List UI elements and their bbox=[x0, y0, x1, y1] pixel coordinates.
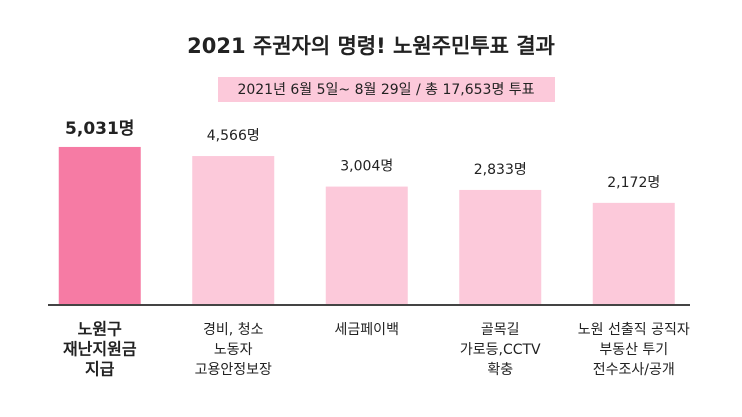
x-tick-label: 노동자 bbox=[214, 342, 253, 358]
bar bbox=[325, 186, 408, 304]
bar bbox=[459, 189, 542, 304]
bar bbox=[192, 156, 275, 304]
value-label: 5,031명 bbox=[65, 119, 134, 139]
value-label: 2,833명 bbox=[474, 162, 527, 178]
x-tick-label: 부동산 투기 bbox=[599, 342, 668, 358]
bar bbox=[592, 202, 675, 304]
subtitle-box bbox=[218, 77, 555, 102]
x-tick-label: 골목길 bbox=[481, 322, 520, 338]
value-label: 4,566명 bbox=[207, 128, 260, 144]
bar bbox=[58, 146, 141, 304]
x-tick-label: 확충 bbox=[487, 362, 513, 378]
x-tick-label: 지급 bbox=[85, 360, 115, 379]
x-tick-label: 가로등,CCTV bbox=[460, 342, 541, 358]
value-label: 3,004명 bbox=[340, 159, 393, 175]
x-tick-label: 세금페이백 bbox=[335, 322, 399, 338]
value-label: 2,172명 bbox=[607, 175, 660, 191]
chart-subtitle: 2021년 6월 5일~ 8월 29일 / 총 17,653명 투표 bbox=[237, 82, 534, 98]
x-tick-label: 전수조사/공개 bbox=[593, 362, 675, 378]
x-tick-label: 노원 선출직 공직자 bbox=[578, 322, 690, 338]
x-tick-label: 고용안정보장 bbox=[195, 362, 272, 378]
x-tick-label: 재난지원금 bbox=[63, 340, 137, 359]
x-tick-label: 노원구 bbox=[78, 320, 122, 339]
x-tick-label: 경비, 청소 bbox=[203, 322, 264, 338]
chart-title: 2021 주권자의 명령! 노원주민투표 결과 bbox=[187, 34, 555, 58]
